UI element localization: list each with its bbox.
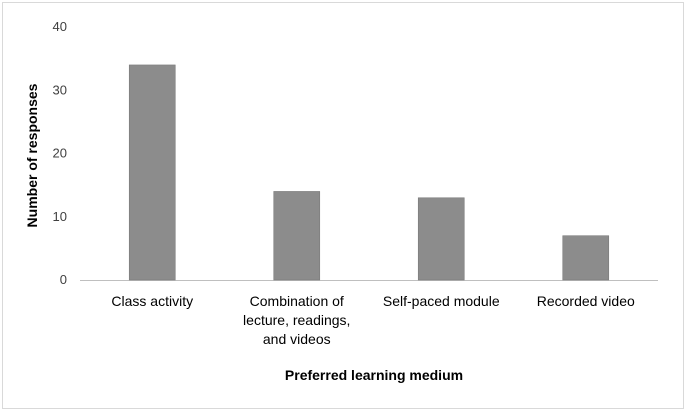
y-tick-label: 20: [53, 146, 67, 161]
x-axis-title: Preferred learning medium: [285, 367, 463, 383]
y-axis-ticks: 0 10 20 30 40: [53, 19, 67, 287]
bar: [562, 235, 610, 281]
x-tick-label: Recorded video: [537, 293, 635, 309]
x-tick-label: Class activity: [111, 293, 193, 309]
bar: [417, 197, 465, 281]
y-tick-label: 0: [60, 272, 67, 287]
bar: [128, 64, 176, 281]
bars: [128, 64, 610, 281]
bar: [273, 191, 321, 281]
y-tick-label: 40: [53, 19, 67, 34]
y-tick-label: 10: [53, 209, 67, 224]
x-axis-category-labels: Class activity Combination of lecture, rea…: [111, 293, 635, 347]
x-tick-label: Combination of lecture, readings, and vide…: [243, 293, 350, 347]
y-axis-title: Number of responses: [24, 83, 40, 227]
chart-frame: [2, 2, 684, 409]
x-tick-label: Self-paced module: [383, 293, 500, 309]
y-tick-label: 30: [53, 82, 67, 97]
